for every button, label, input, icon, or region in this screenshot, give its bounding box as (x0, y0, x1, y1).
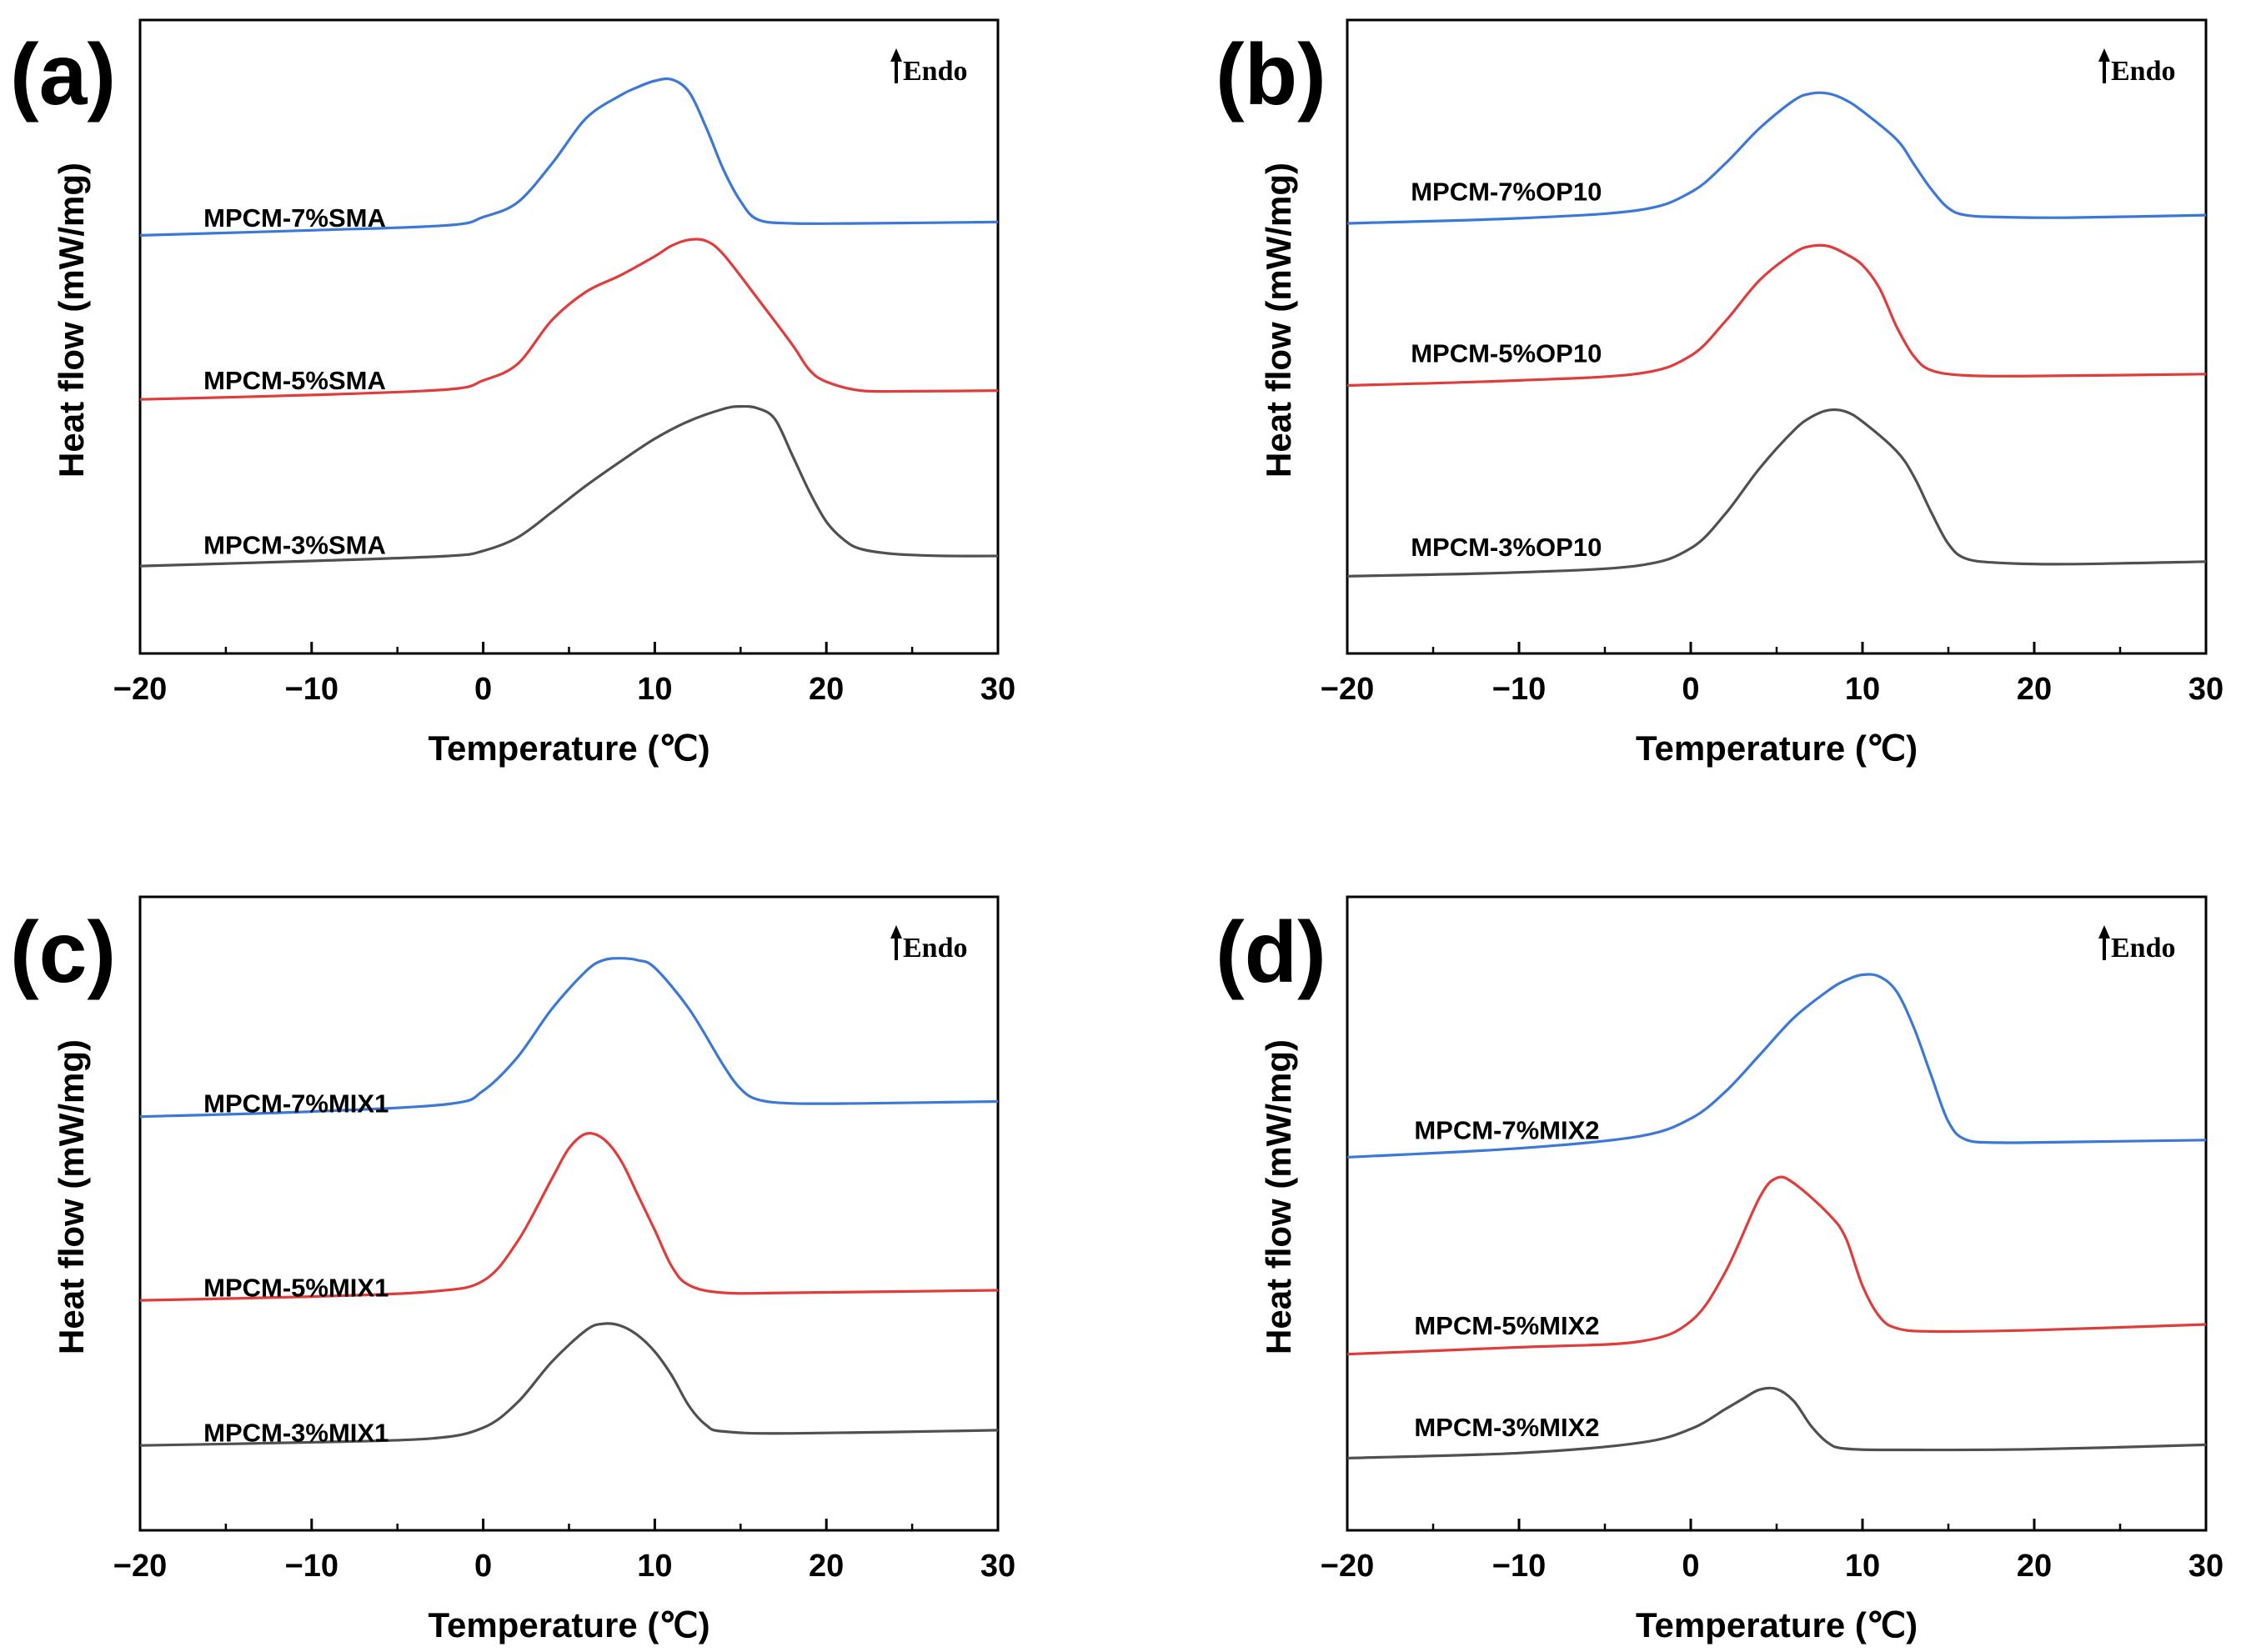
series-line (1346, 91, 2207, 225)
x-tick-label: 0 (474, 672, 492, 707)
chart-panel-d: −20 −10 0 10 20 30 Temperature (℃) Heat flow (m… (1216, 895, 2223, 1644)
series-line (139, 77, 999, 237)
series-label: MPCM-7%MIX2 (1414, 1115, 1599, 1144)
x-tick-label: 20 (809, 672, 844, 707)
series-line (139, 957, 999, 1119)
series-line (1346, 243, 2207, 388)
y-axis-label: Heat flow (mW/mg) (52, 1039, 91, 1354)
chart-panel-a: −20 −10 0 10 20 30 Temperature (℃) Heat flow (m… (10, 18, 1015, 768)
series-label: MPCM-3%OP10 (1411, 533, 1602, 562)
x-tick-label: −20 (113, 672, 167, 707)
x-tick-label: −10 (285, 1549, 338, 1584)
x-tick-label: −10 (1492, 672, 1546, 707)
x-axis-label: Temperature (℃) (428, 728, 709, 768)
x-tick-label: −10 (1492, 1549, 1546, 1584)
x-tick-label: 10 (1845, 672, 1880, 707)
series-line (139, 1132, 999, 1302)
x-tick-label: 20 (809, 1549, 844, 1584)
series-label: MPCM-7%SMA (203, 203, 386, 233)
x-tick-label: 10 (637, 1549, 672, 1584)
series-line (139, 238, 999, 401)
panel-label: (a) (10, 27, 116, 123)
x-tick-label: 20 (2017, 1549, 2052, 1584)
x-tick-label: 30 (2188, 1549, 2223, 1584)
series-label: MPCM-5%MIX1 (203, 1274, 389, 1303)
x-axis-label: Temperature (℃) (1636, 728, 1918, 768)
endo-arrow-head-icon (2098, 925, 2110, 939)
series-label: MPCM-7%OP10 (1411, 178, 1602, 207)
endo-arrow-head-icon (890, 48, 902, 62)
endo-annotation: Endo (903, 933, 968, 964)
series-label: MPCM-5%SMA (203, 366, 386, 395)
series-label: MPCM-3%SMA (203, 531, 386, 560)
x-tick-label: 30 (980, 672, 1015, 707)
y-axis-label: Heat flow (mW/mg) (1259, 163, 1298, 478)
series-line (139, 1322, 999, 1447)
x-axis-label: Temperature (℃) (1636, 1605, 1918, 1644)
x-tick-label: −20 (1321, 1549, 1374, 1584)
x-tick-label: 30 (980, 1549, 1015, 1584)
series-label: MPCM-5%MIX2 (1414, 1311, 1599, 1340)
endo-annotation: Endo (903, 56, 968, 87)
chart-panel-b: −20 −10 0 10 20 30 Temperature (℃) Heat flow (m… (1216, 18, 2223, 768)
x-tick-label: 0 (1682, 672, 1699, 707)
series-line (1346, 408, 2207, 578)
series-line (1346, 1175, 2207, 1356)
x-tick-label: 30 (2188, 672, 2223, 707)
panel-label: (d) (1216, 904, 1326, 1001)
endo-arrow-head-icon (2098, 48, 2110, 62)
series-line (139, 404, 999, 568)
x-tick-label: −10 (285, 672, 338, 707)
x-tick-label: −20 (1321, 672, 1374, 707)
panel-label: (c) (10, 904, 116, 1001)
endo-annotation: Endo (2111, 56, 2176, 87)
series-line (1346, 1386, 2207, 1459)
panel-label: (b) (1216, 27, 1326, 123)
endo-annotation: Endo (2111, 933, 2176, 964)
x-tick-label: 10 (1845, 1549, 1880, 1584)
series-label: MPCM-5%OP10 (1411, 338, 1602, 368)
x-tick-label: 10 (637, 672, 672, 707)
chart-panel-c: −20 −10 0 10 20 30 Temperature (℃) Heat flow (m… (10, 895, 1015, 1644)
x-tick-label: 0 (474, 1549, 492, 1584)
series-label: MPCM-3%MIX2 (1414, 1413, 1599, 1442)
series-label: MPCM-3%MIX1 (203, 1419, 389, 1448)
x-tick-label: 0 (1682, 1549, 1699, 1584)
y-axis-label: Heat flow (mW/mg) (52, 163, 91, 478)
y-axis-label: Heat flow (mW/mg) (1259, 1039, 1298, 1354)
endo-arrow-head-icon (890, 925, 902, 939)
x-axis-label: Temperature (℃) (428, 1605, 709, 1644)
series-line (1346, 973, 2207, 1159)
x-tick-label: 20 (2017, 672, 2052, 707)
x-tick-label: −20 (113, 1549, 167, 1584)
series-label: MPCM-7%MIX1 (203, 1089, 389, 1118)
